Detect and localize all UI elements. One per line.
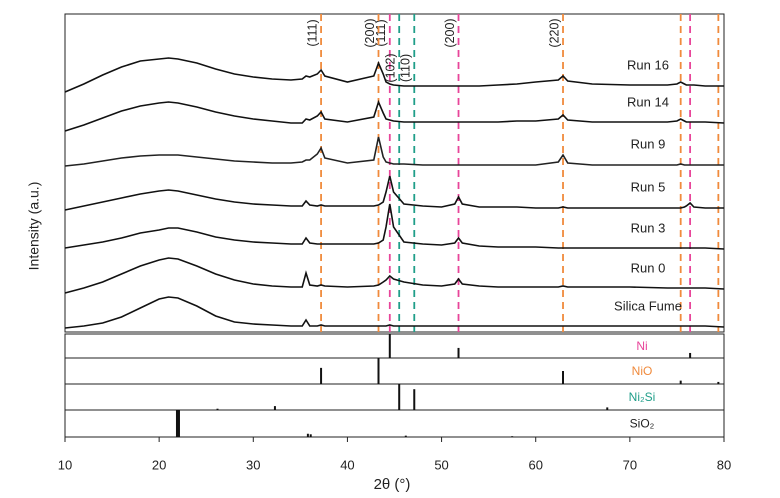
- peak-label: (220): [547, 18, 561, 47]
- peak-label: (102): [384, 53, 398, 82]
- x-tick-label: 10: [58, 457, 72, 472]
- pattern-line: [64, 136, 724, 167]
- peak-label: (111): [305, 19, 319, 46]
- peak-label: (200): [443, 18, 457, 47]
- reference-panel-frame: [64, 409, 725, 438]
- peak-label: (110): [399, 54, 413, 82]
- series-label: Run 0: [631, 260, 666, 275]
- pattern-line: [64, 203, 725, 250]
- x-tick-label: 60: [528, 457, 542, 472]
- peak-label: (111): [374, 19, 388, 46]
- x-tick-label: 40: [340, 457, 354, 472]
- series-label: Run 14: [627, 94, 669, 109]
- pattern-line: [64, 257, 725, 294]
- x-tick-label: 30: [246, 457, 260, 472]
- pattern-line: [64, 99, 725, 132]
- series-label: Run 5: [631, 179, 666, 194]
- pattern-line: [64, 296, 725, 329]
- x-axis-label: 2θ (°): [374, 476, 411, 493]
- x-tick-label: 80: [717, 457, 731, 472]
- reference-panel-frame: [64, 357, 725, 385]
- series-label: Run 9: [631, 136, 666, 151]
- reference-panel-frame: [64, 383, 725, 411]
- reference-panel-frame: [64, 333, 725, 359]
- phase-label: NiO: [632, 364, 653, 378]
- main-panel-frame: [64, 13, 725, 333]
- x-tick-label: 20: [152, 457, 166, 472]
- peak-label: (200): [363, 18, 377, 47]
- y-axis-label: Intensity (a.u.): [26, 182, 42, 271]
- series-label: Silica Fume: [614, 298, 682, 313]
- pattern-line: [64, 175, 724, 211]
- series-label: Run 3: [631, 220, 666, 235]
- series-label: Run 16: [627, 57, 669, 72]
- pattern-line: [64, 57, 724, 93]
- phase-label: Ni₂Si: [629, 390, 656, 404]
- x-tick-label: 70: [623, 457, 637, 472]
- phase-label: SiO₂: [630, 417, 655, 431]
- x-tick-label: 50: [434, 457, 448, 472]
- phase-label: Ni: [636, 339, 647, 353]
